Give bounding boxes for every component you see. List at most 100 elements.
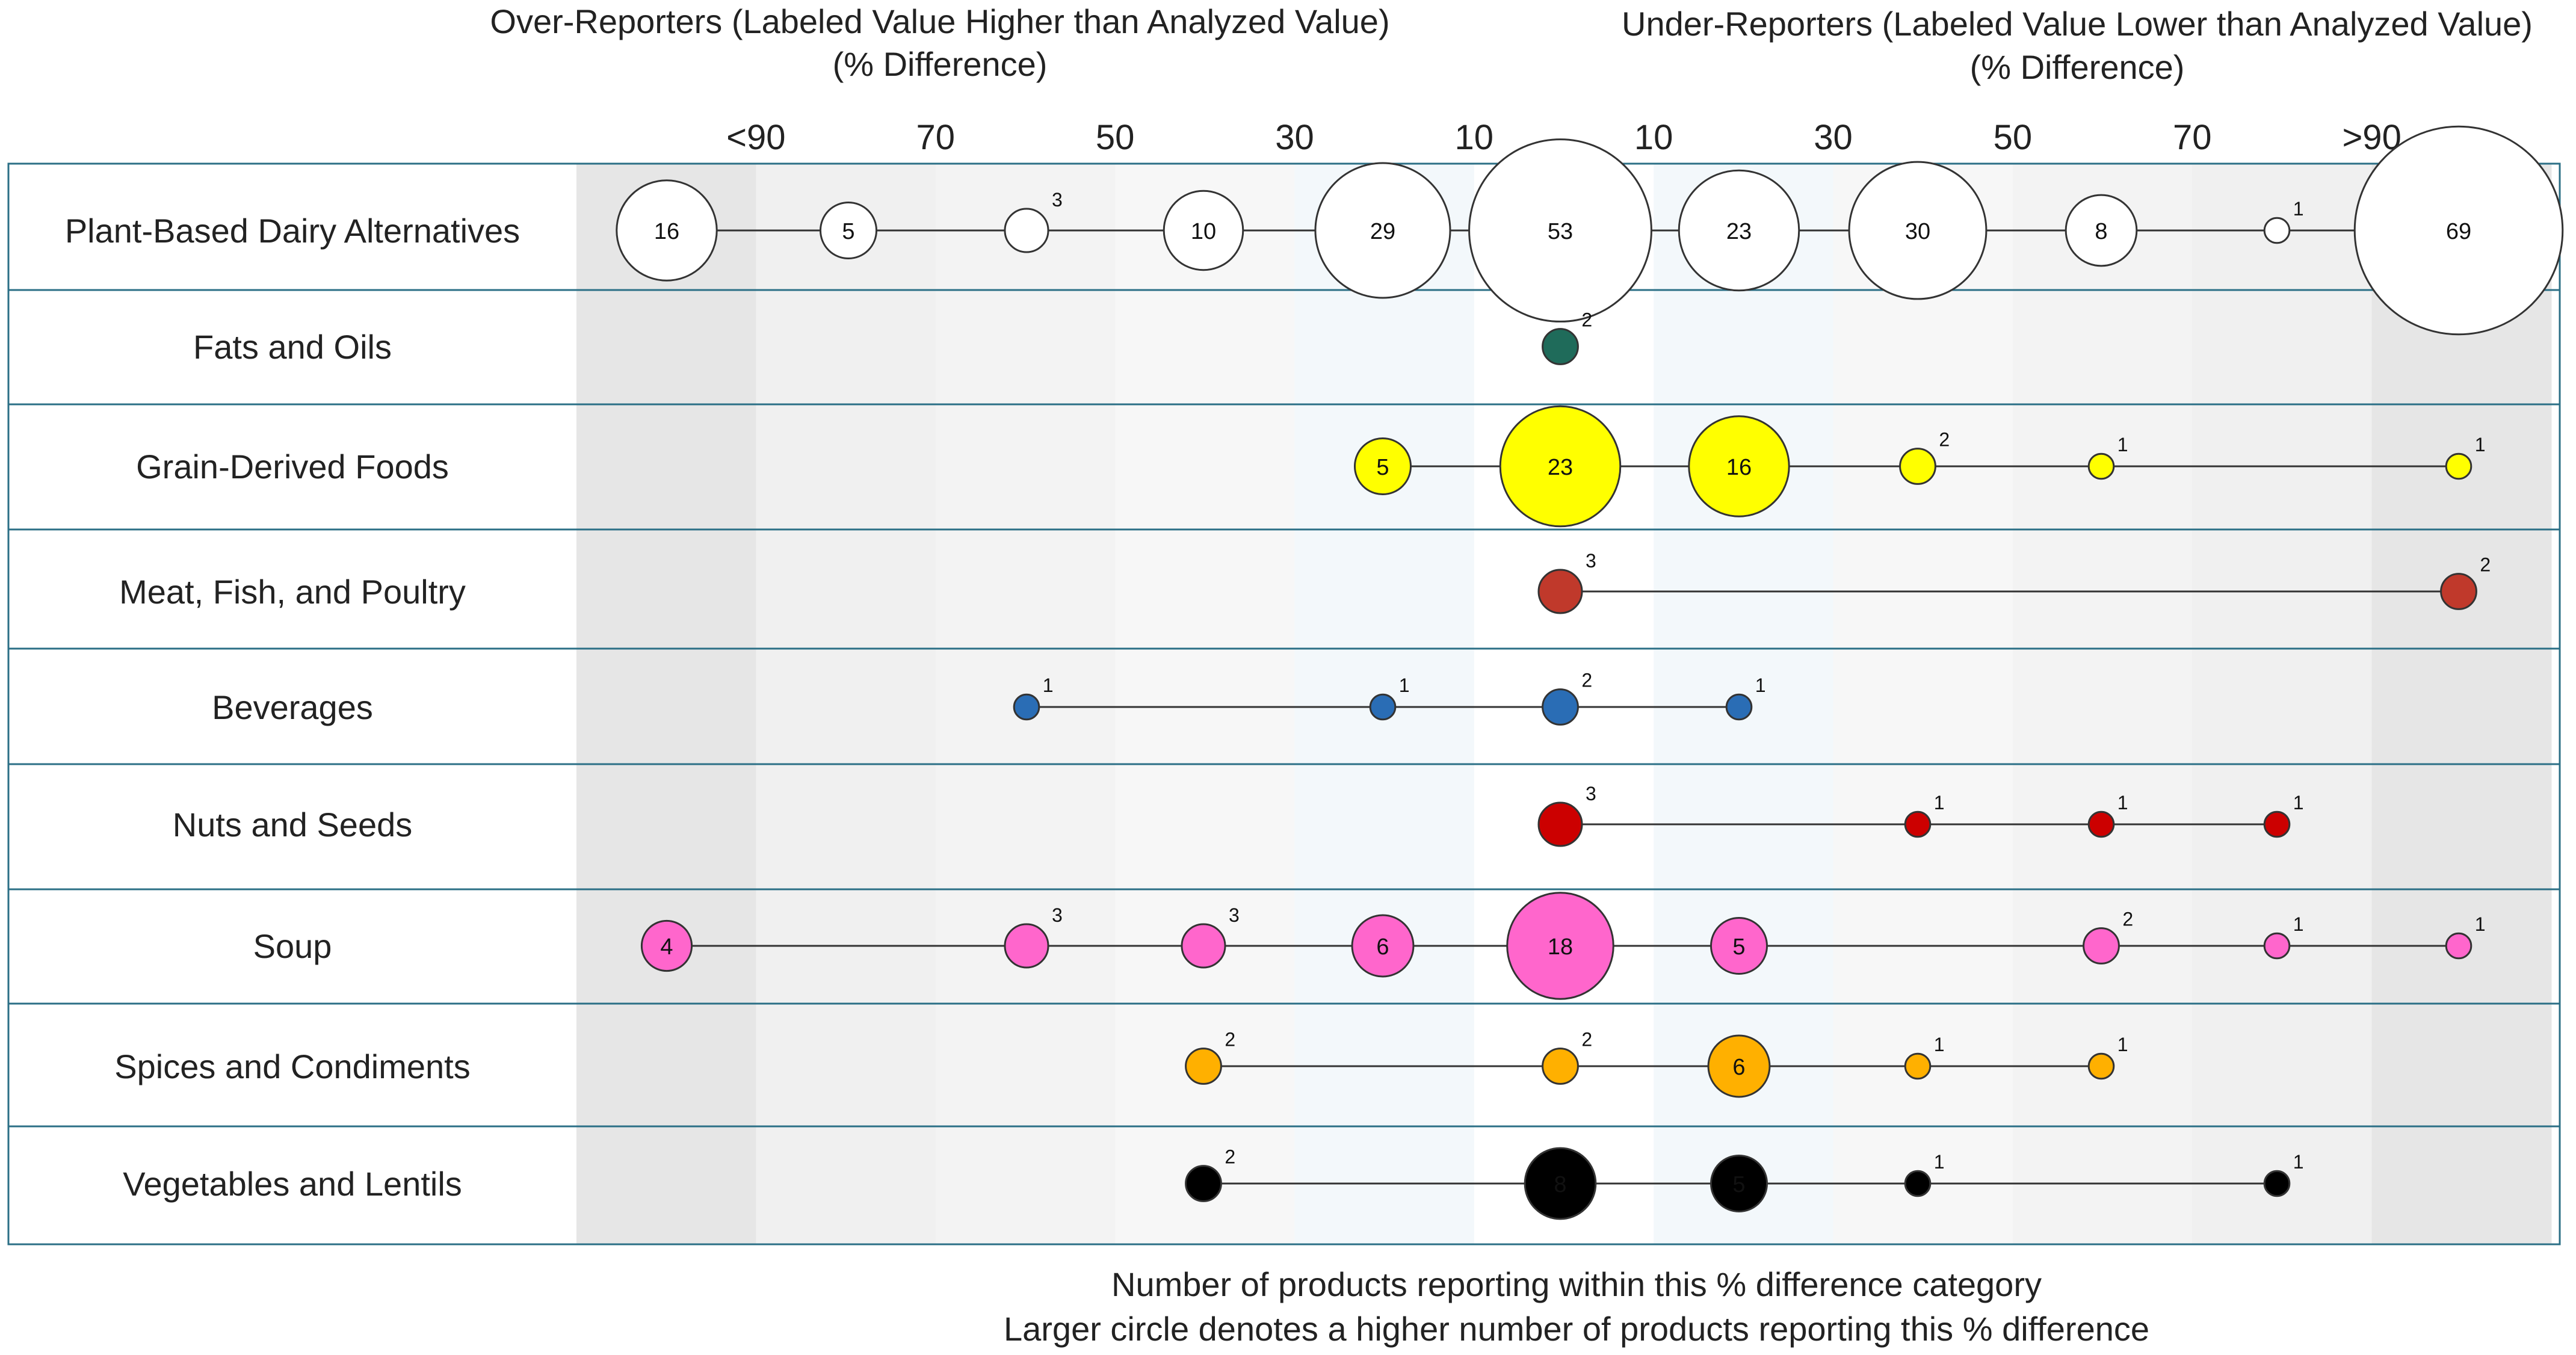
data-label: 1 (1043, 674, 1054, 696)
data-label: 1 (1934, 792, 1945, 813)
data-point (1468, 138, 1652, 323)
data-point (2445, 452, 2473, 480)
category-label: Soup (253, 927, 332, 965)
data-label: 30 (1905, 219, 1930, 244)
data-label: 2 (1225, 1029, 1235, 1051)
plot-border (7, 162, 2561, 1245)
data-label: 4 (660, 934, 673, 960)
data-point (1899, 448, 1936, 485)
right-header-subtitle: (% Difference) (1970, 48, 2185, 86)
column-band (1833, 164, 2013, 1244)
data-label: 1 (1399, 674, 1410, 696)
tick-labels: <90 70 50 30 10 10 30 50 70 >90 (726, 118, 2401, 157)
data-point (1004, 208, 1049, 253)
data-label: 3 (1586, 550, 1596, 572)
data-label: 1 (2293, 1151, 2304, 1173)
data-point (1725, 693, 1753, 721)
category-label: Spices and Condiments (114, 1048, 470, 1085)
data-label: 2 (2122, 909, 2133, 930)
data-label: 2 (1225, 1146, 1235, 1168)
data-label: 1 (2293, 198, 2304, 220)
data-label: 6 (1376, 934, 1389, 960)
column-tick-label: <90 (726, 118, 785, 157)
data-label: 1 (1934, 1034, 1945, 1055)
data-label: 8 (2095, 219, 2107, 244)
data-point (1710, 916, 1768, 975)
data-point (1314, 162, 1451, 299)
data-label: 5 (842, 219, 854, 244)
data-point (1542, 1048, 1579, 1085)
data-point (1707, 1034, 1771, 1098)
data-label: 1 (1755, 674, 1766, 696)
data-label: 3 (1052, 189, 1063, 211)
right-header-title: Under-Reporters (Labeled Value Lower tha… (1622, 5, 2533, 43)
data-label: 1 (2293, 913, 2304, 935)
data-point (819, 201, 878, 260)
data-label: 23 (1726, 219, 1752, 244)
category-label: Vegetables and Lentils (123, 1165, 462, 1203)
column-tick-label: 70 (916, 118, 955, 157)
column-band (576, 164, 756, 1244)
data-label: 16 (654, 219, 679, 244)
data-label: 1 (2293, 792, 2304, 813)
category-labels: Plant-Based Dairy Alternatives Fats and O… (65, 212, 520, 1203)
data-label: 2 (2480, 554, 2491, 576)
series-row: 2 2 6 1 1 (1185, 1029, 2128, 1098)
left-header-title: Over-Reporters (Labeled Value Higher tha… (490, 2, 1389, 40)
footer-line-2: Larger circle denotes a higher number of… (1004, 1310, 2149, 1348)
data-point (2353, 125, 2564, 336)
data-point (1904, 1170, 1932, 1197)
column-band (2012, 164, 2193, 1244)
column-band (2192, 164, 2373, 1244)
data-label: 2 (1581, 309, 1592, 331)
data-label: 8 (1554, 1172, 1566, 1197)
data-label: 2 (1939, 429, 1950, 451)
data-label: 1 (2475, 434, 2486, 455)
data-label: 23 (1548, 455, 1573, 480)
data-point (640, 919, 693, 972)
data-label: 29 (1370, 219, 1395, 244)
data-point (1185, 1165, 1222, 1202)
data-point (2087, 810, 2115, 838)
column-tick-label: 50 (1994, 118, 2033, 157)
data-label: 3 (1586, 783, 1596, 804)
series-row: 5 23 16 2 1 1 (1353, 405, 2486, 528)
data-label: 16 (1726, 455, 1752, 480)
data-label: 69 (2446, 219, 2471, 244)
data-point (1013, 693, 1040, 721)
data-label: 18 (1548, 934, 1573, 960)
data-point (2083, 927, 2120, 965)
series-row: 2 8 5 1 1 (1185, 1146, 2304, 1220)
data-point (1537, 569, 1583, 614)
data-label: 1 (2117, 434, 2128, 455)
column-tick-label: 30 (1814, 118, 1853, 157)
column-tick-label: 10 (1455, 118, 1494, 157)
chart-frame (7, 162, 2561, 1245)
data-label: 2 (1581, 1029, 1592, 1051)
data-point (2263, 217, 2291, 244)
data-point (1181, 923, 1226, 969)
series-row: 1 1 2 1 (1013, 670, 1766, 726)
data-point (1163, 190, 1244, 271)
column-band (2371, 164, 2552, 1244)
category-label: Grain-Derived Foods (136, 448, 449, 486)
data-point (1542, 688, 1579, 726)
data-label: 10 (1191, 219, 1216, 244)
data-point (2087, 1052, 2115, 1080)
column-tick-label: 70 (2173, 118, 2212, 157)
data-point (2263, 1170, 2291, 1197)
data-point (1369, 693, 1397, 721)
data-point (2263, 810, 2291, 838)
data-label: 53 (1548, 219, 1573, 244)
data-point (2263, 932, 2291, 960)
column-band (756, 164, 936, 1244)
footer-line-1: Number of products reporting within this… (1111, 1265, 2042, 1303)
data-label: 1 (2475, 913, 2486, 935)
series-row: 2 (1542, 309, 1592, 365)
series-row: 3 1 1 1 (1537, 783, 2304, 847)
left-header-subtitle: (% Difference) (833, 45, 1048, 83)
